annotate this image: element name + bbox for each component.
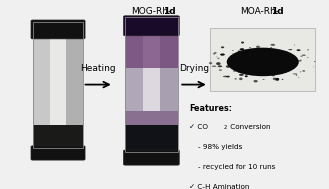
Bar xyxy=(210,28,315,91)
Bar xyxy=(33,22,50,147)
Ellipse shape xyxy=(217,58,219,59)
Ellipse shape xyxy=(273,78,277,79)
Ellipse shape xyxy=(298,60,301,62)
Bar xyxy=(125,112,178,125)
Ellipse shape xyxy=(300,56,303,57)
Ellipse shape xyxy=(214,52,216,54)
Bar xyxy=(33,125,84,147)
Ellipse shape xyxy=(220,54,225,56)
Text: MOG-Rh-: MOG-Rh- xyxy=(131,7,171,16)
Ellipse shape xyxy=(221,46,224,48)
Ellipse shape xyxy=(302,54,306,56)
Ellipse shape xyxy=(296,49,301,51)
Text: 1d: 1d xyxy=(271,7,284,16)
Ellipse shape xyxy=(239,52,240,53)
Bar xyxy=(125,17,178,152)
Ellipse shape xyxy=(233,70,236,71)
Ellipse shape xyxy=(235,78,237,80)
Ellipse shape xyxy=(253,80,258,82)
Ellipse shape xyxy=(296,74,297,76)
Bar xyxy=(143,17,160,152)
Ellipse shape xyxy=(292,73,297,74)
Ellipse shape xyxy=(232,53,234,54)
Ellipse shape xyxy=(288,49,292,50)
Ellipse shape xyxy=(213,53,215,55)
Ellipse shape xyxy=(232,50,234,51)
Text: ✓ C-H Amination: ✓ C-H Amination xyxy=(189,184,249,189)
Ellipse shape xyxy=(218,65,222,67)
Text: Drying: Drying xyxy=(179,64,209,73)
Ellipse shape xyxy=(284,70,288,72)
Ellipse shape xyxy=(273,78,278,80)
Ellipse shape xyxy=(240,48,244,50)
Ellipse shape xyxy=(238,50,240,52)
Bar xyxy=(160,17,178,152)
Bar xyxy=(125,125,178,152)
Text: - 98% yields: - 98% yields xyxy=(189,144,242,150)
Bar xyxy=(33,22,84,147)
Ellipse shape xyxy=(226,76,230,77)
Text: Heating: Heating xyxy=(80,64,116,73)
Ellipse shape xyxy=(302,70,305,72)
Text: Conversion: Conversion xyxy=(228,124,270,130)
Text: - recycled for 10 runs: - recycled for 10 runs xyxy=(189,164,275,170)
FancyBboxPatch shape xyxy=(124,16,179,36)
Ellipse shape xyxy=(249,47,251,48)
Ellipse shape xyxy=(212,66,216,67)
Ellipse shape xyxy=(256,46,260,48)
Ellipse shape xyxy=(245,75,248,77)
Bar xyxy=(66,22,84,147)
Ellipse shape xyxy=(226,65,230,68)
Ellipse shape xyxy=(245,74,248,75)
Ellipse shape xyxy=(307,57,309,58)
Text: ✓ CO: ✓ CO xyxy=(189,124,208,130)
Bar xyxy=(50,22,66,147)
Ellipse shape xyxy=(239,77,242,80)
FancyBboxPatch shape xyxy=(124,150,179,165)
Ellipse shape xyxy=(241,42,244,44)
FancyBboxPatch shape xyxy=(31,146,85,160)
Ellipse shape xyxy=(223,76,227,77)
Ellipse shape xyxy=(271,74,275,76)
Text: 2: 2 xyxy=(223,125,227,130)
Ellipse shape xyxy=(282,79,283,80)
Bar xyxy=(125,31,178,68)
Ellipse shape xyxy=(239,74,244,76)
Ellipse shape xyxy=(220,53,225,55)
Ellipse shape xyxy=(270,47,272,48)
Text: 1d: 1d xyxy=(163,7,176,16)
Ellipse shape xyxy=(280,72,283,74)
Ellipse shape xyxy=(263,79,265,80)
Ellipse shape xyxy=(314,61,316,62)
Ellipse shape xyxy=(209,62,212,64)
Ellipse shape xyxy=(275,78,279,81)
Text: MOA-Rh-: MOA-Rh- xyxy=(240,7,279,16)
Ellipse shape xyxy=(216,62,221,65)
Ellipse shape xyxy=(270,44,275,46)
Ellipse shape xyxy=(238,72,239,73)
Bar xyxy=(125,17,143,152)
FancyBboxPatch shape xyxy=(31,20,85,39)
Ellipse shape xyxy=(307,49,309,50)
Ellipse shape xyxy=(227,48,299,76)
Text: Features:: Features: xyxy=(189,104,232,113)
